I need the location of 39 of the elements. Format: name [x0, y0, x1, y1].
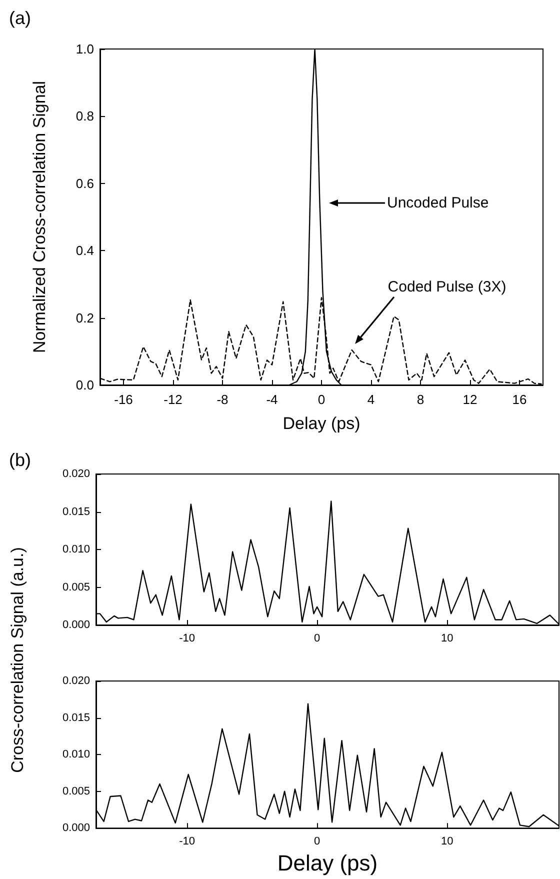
y-tick-label: 0.005	[62, 785, 90, 798]
chart-title: (b)	[9, 450, 31, 470]
y-axis-title: Cross-correlation Signal (a.u.)	[8, 547, 28, 773]
x-tick-label: -10	[179, 836, 195, 848]
y-tick-label: 0.020	[62, 675, 90, 687]
x-tick-label: 12	[462, 392, 478, 407]
y-tick-label: 0.0	[76, 378, 94, 392]
annotation: Uncoded Pulse	[387, 194, 489, 212]
y-tick-label: 0.000	[62, 822, 90, 834]
x-tick-label: 0	[314, 632, 320, 644]
y-tick-label: 0.2	[76, 310, 94, 326]
x-tick-label: -10	[179, 632, 195, 644]
y-tick-label: 0.010	[62, 544, 90, 556]
x-tick-label: 10	[441, 632, 454, 644]
x-tick-label: 4	[367, 392, 375, 407]
y-tick-label: 0.015	[62, 712, 90, 724]
y-tick-label: 0.000	[62, 619, 90, 631]
chart-title: (a)	[9, 8, 31, 28]
y-tick-label: 0.005	[62, 581, 90, 594]
x-tick-label: 8	[416, 392, 424, 407]
annotation: Coded Pulse (3X)	[388, 278, 506, 296]
y-tick-label: 0.010	[62, 748, 90, 761]
x-tick-label: 16	[512, 392, 527, 407]
y-tick-label: 0.015	[62, 506, 90, 518]
x-axis-title: Delay (ps)	[282, 414, 360, 433]
y-tick-label: 0.4	[76, 243, 94, 258]
y-tick-label: 0.8	[76, 108, 94, 124]
x-tick-label: 0	[318, 392, 326, 407]
y-tick-label: 1.0	[76, 42, 94, 56]
x-axis-title: Delay (ps)	[277, 850, 378, 876]
x-tick-label: -16	[114, 392, 133, 407]
x-tick-label: -8	[216, 392, 228, 407]
x-tick-label: 0	[314, 836, 320, 848]
x-tick-label: -12	[164, 392, 182, 407]
y-tick-label: 0.020	[62, 468, 90, 480]
y-axis-title: Normalized Cross-correlation Signal	[30, 80, 49, 354]
x-tick-label: 10	[441, 836, 454, 848]
y-tick-label: 0.6	[76, 176, 94, 191]
x-tick-label: -4	[266, 392, 278, 407]
